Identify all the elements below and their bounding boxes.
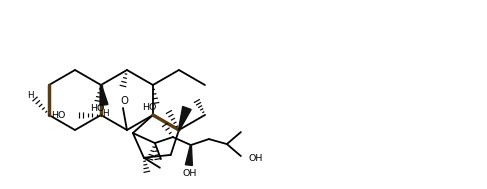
Text: O: O: [120, 96, 128, 106]
Text: H: H: [102, 108, 108, 118]
Text: HO: HO: [143, 104, 157, 112]
Polygon shape: [100, 85, 108, 106]
Polygon shape: [186, 145, 192, 165]
Text: OH: OH: [183, 169, 197, 178]
Text: H: H: [27, 91, 33, 101]
Text: HO: HO: [90, 105, 104, 114]
Text: OH: OH: [249, 154, 263, 163]
Text: HO: HO: [52, 111, 66, 119]
Polygon shape: [178, 106, 191, 130]
